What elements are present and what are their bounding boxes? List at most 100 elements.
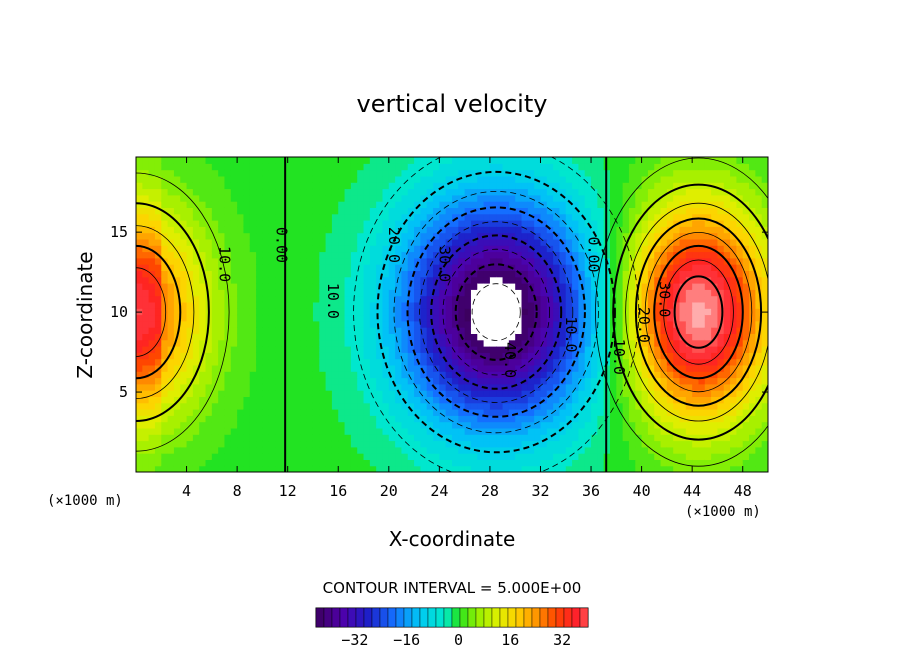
heatmap-cell [464,333,472,341]
heatmap-cell [534,257,542,265]
heatmap-cell [433,453,440,460]
heatmap-cell [306,421,314,429]
heatmap-cell [199,377,207,385]
heatmap-cell [376,396,384,404]
heatmap-cell [660,251,668,259]
heatmap-cell [382,371,390,379]
heatmap-cell [553,421,561,429]
heatmap-cell [376,402,384,410]
heatmap-cell [186,257,194,265]
heatmap-cell [559,396,567,404]
heatmap-cell [749,339,756,347]
heatmap-cell [136,377,143,385]
heatmap-cell [508,238,516,246]
heatmap-cell [256,226,263,234]
heatmap-cell [654,213,662,221]
heatmap-cell [711,188,719,196]
heatmap-cell [616,453,624,460]
heatmap-cell [477,188,485,196]
heatmap-cell [458,421,466,429]
heatmap-cell [218,213,226,221]
heatmap-cell [148,409,156,416]
heatmap-cell [616,402,624,410]
heatmap-cell [439,163,447,171]
heatmap-cell [540,346,548,353]
heatmap-cell [414,289,421,297]
heatmap-cell [287,415,295,423]
heatmap-cell [723,314,731,322]
heatmap-cell [275,314,282,322]
heatmap-cell [268,346,276,353]
heatmap-cell [666,459,674,467]
heatmap-cell [673,226,681,234]
heatmap-cell [395,402,403,410]
heatmap-cell [300,245,308,253]
heatmap-cell [350,352,358,360]
heatmap-cell [173,421,181,429]
heatmap-cell [578,434,586,442]
heatmap-cell [452,377,459,385]
heatmap-cell [704,383,712,391]
heatmap-cell [685,327,693,334]
heatmap-cell [388,175,396,183]
heatmap-cell [312,245,320,253]
heatmap-cell [180,320,188,328]
heatmap-cell [350,301,358,309]
heatmap-cell [376,358,384,366]
heatmap-cell [388,358,396,366]
heatmap-cell [692,264,700,271]
heatmap-cell [515,163,523,171]
heatmap-cell [230,421,238,429]
heatmap-cell [755,421,763,429]
heatmap-cell [673,427,681,435]
heatmap-cell [173,188,181,196]
heatmap-cell [237,220,245,227]
heatmap-cell [622,446,630,454]
heatmap-cell [287,453,295,460]
heatmap-cell [584,314,592,322]
heatmap-cell [192,163,200,171]
heatmap-cell [647,390,655,397]
heatmap-cell [306,434,314,442]
heatmap-cell [167,415,175,423]
heatmap-cell [136,163,143,171]
heatmap-cell [711,339,719,347]
heatmap-cell [711,289,719,297]
heatmap-cell [597,276,605,284]
heatmap-cell [704,194,712,202]
heatmap-cell [742,396,750,404]
heatmap-cell [420,371,428,379]
heatmap-cell [237,283,245,290]
heatmap-cell [319,453,327,460]
heatmap-cell [534,421,542,429]
heatmap-cell [180,264,188,271]
heatmap-cell [243,182,251,190]
heatmap-cell [572,333,579,341]
heatmap-cell [736,270,744,278]
heatmap-cell [395,396,403,404]
heatmap-cell [312,289,320,297]
heatmap-cell [256,409,263,416]
heatmap-cell [243,220,251,227]
heatmap-cell [610,364,617,372]
heatmap-cell [597,390,605,397]
heatmap-cell [136,245,143,253]
heatmap-cell [692,314,700,322]
heatmap-cell [312,295,320,303]
heatmap-cell [395,364,403,372]
heatmap-cell [325,213,333,221]
heatmap-cell [275,364,282,372]
heatmap-cell [199,207,207,215]
heatmap-cell [401,434,409,442]
heatmap-cell [167,308,175,316]
heatmap-cell [591,459,598,467]
heatmap-cell [464,308,472,316]
heatmap-cell [230,415,238,423]
heatmap-cell [679,346,687,353]
heatmap-cell [136,320,143,328]
heatmap-cell [256,320,263,328]
heatmap-cell [572,390,579,397]
heatmap-cell [294,201,301,208]
heatmap-cell [249,270,257,278]
heatmap-cell [382,188,390,196]
